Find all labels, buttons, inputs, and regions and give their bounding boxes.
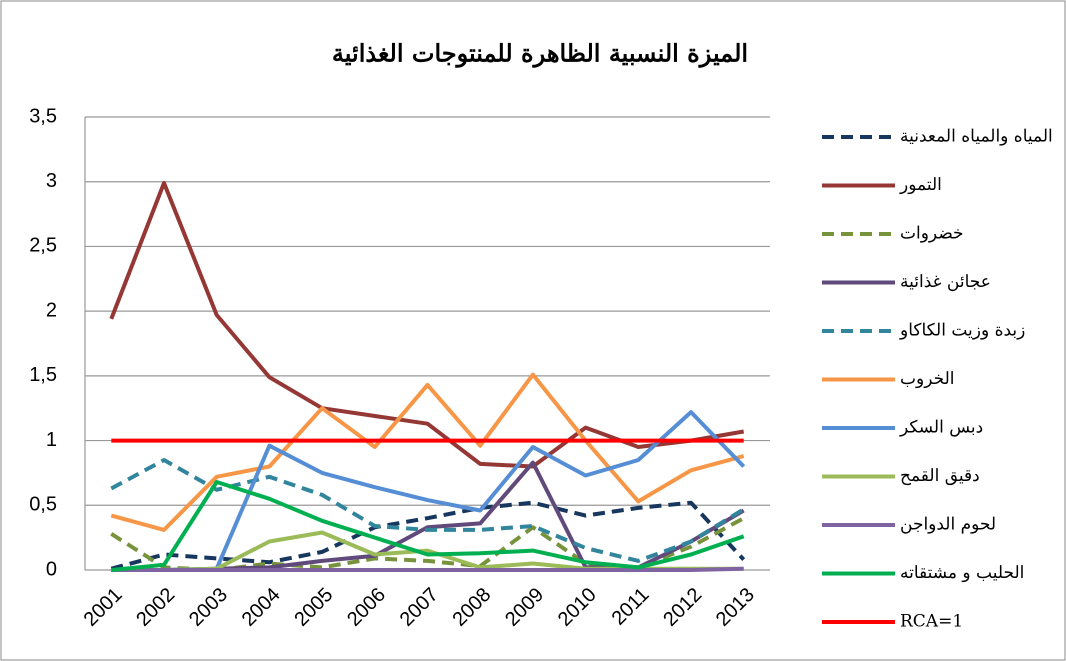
y-tick-label: 0,5 (29, 494, 57, 516)
y-tick-label: 3 (46, 170, 57, 192)
legend-label: التمور (899, 175, 942, 195)
y-tick-label: 2 (46, 299, 57, 321)
legend-label: الخروب (900, 369, 954, 389)
legend-label: المياه والمياه المعدنية (900, 127, 1053, 147)
legend-label: لحوم الدواجن (900, 515, 996, 535)
data-line (111, 566, 744, 572)
legend-label: دبس السكر (899, 418, 983, 438)
data-line (109, 181, 745, 469)
y-tick-label: 1,5 (29, 364, 57, 386)
data-line (110, 500, 746, 571)
chart-title: الميزة النسبية الظاهرة للمنتوجات الغذائي… (332, 39, 748, 69)
legend-label: دقيق القمح (900, 466, 980, 486)
legend-label: عجائن غذائية (900, 272, 991, 292)
legend-label: RCA=1 (900, 612, 963, 632)
legend-label: الحليب و مشتقاته (900, 563, 1024, 583)
data-line (110, 458, 745, 563)
y-tick-label: 2,5 (29, 235, 57, 257)
y-tick-label: 3,5 (29, 105, 57, 127)
legend-label: زبدة وزيت الكاكاو (899, 321, 1025, 341)
legend-label: خضروات (900, 224, 964, 244)
data-line (111, 480, 745, 572)
y-tick-label: 1 (46, 429, 57, 451)
y-tick-label: 0 (46, 558, 57, 580)
data-line (110, 372, 745, 532)
